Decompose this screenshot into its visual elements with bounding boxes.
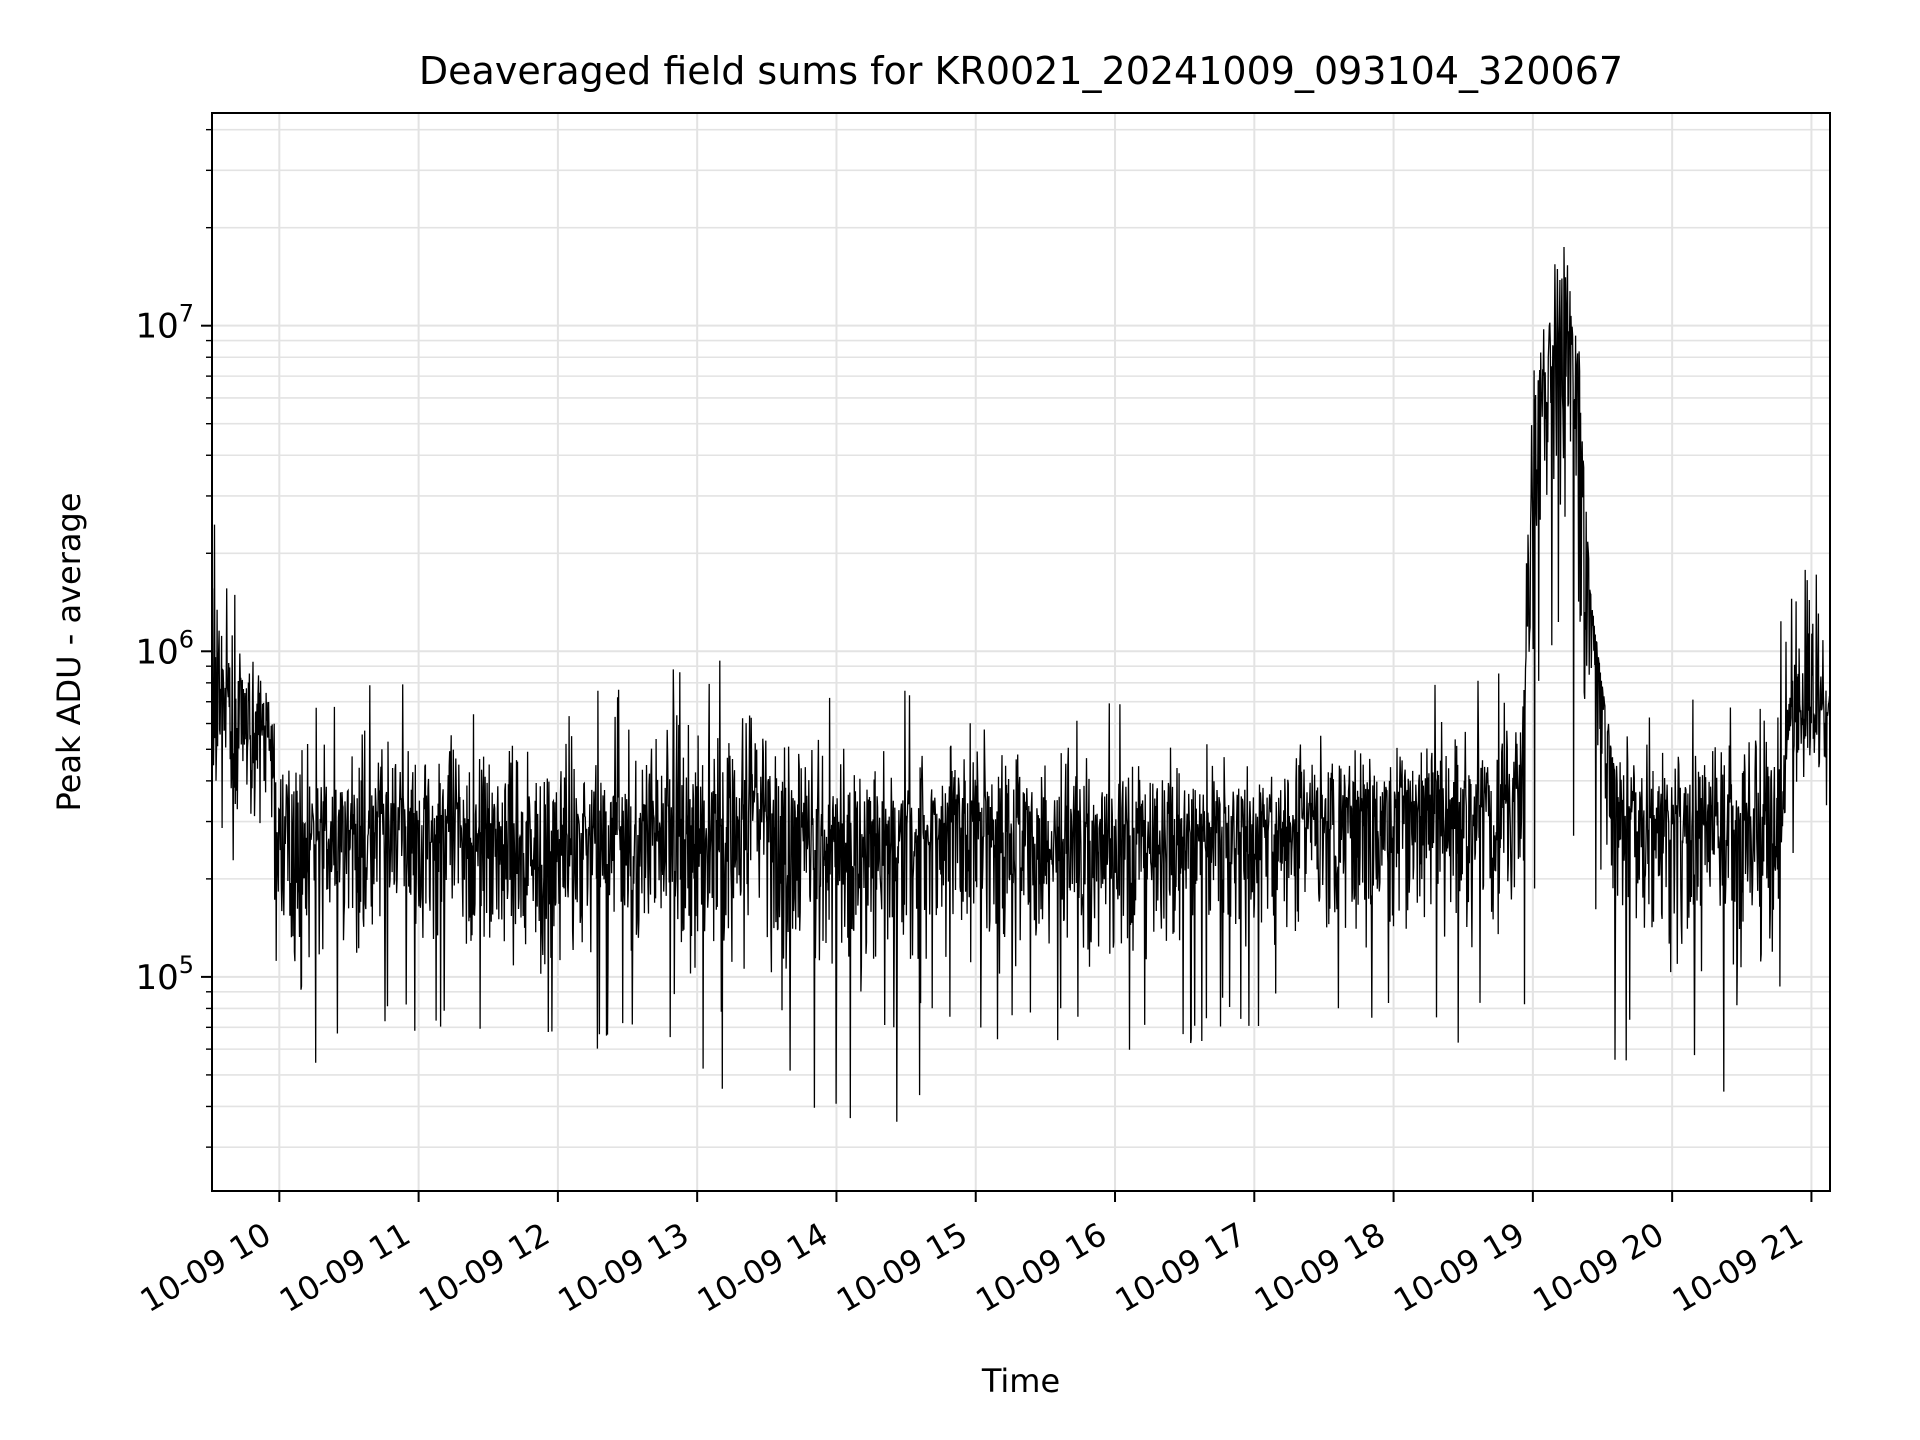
x-tick-label: 10-09 19: [1387, 1215, 1531, 1320]
y-axis-label: Peak ADU - average: [50, 493, 88, 812]
y-tick-label: 107: [135, 300, 194, 347]
x-tick-label: 10-09 11: [273, 1215, 417, 1320]
x-tick-label: 10-09 12: [412, 1215, 556, 1320]
data-line: [211, 246, 1831, 1122]
y-axis-ticks: 105 106 107: [135, 128, 212, 1148]
x-tick-label: 10-09 15: [830, 1215, 974, 1320]
y-tick-label: 106: [135, 625, 194, 672]
x-tick-label: 10-09 20: [1527, 1215, 1671, 1320]
x-tick-label: 10-09 17: [1109, 1215, 1253, 1320]
chart-title: Deaveraged field sums for KR0021_2024100…: [419, 49, 1623, 93]
data-series: [211, 246, 1831, 1122]
x-tick-label: 10-09 10: [134, 1215, 278, 1320]
x-tick-label: 10-09 18: [1248, 1215, 1392, 1320]
x-tick-label: 10-09 16: [969, 1215, 1113, 1320]
x-tick-label: 10-09 14: [691, 1215, 835, 1320]
y-tick-label: 105: [135, 951, 194, 998]
x-axis-label: Time: [981, 1362, 1060, 1400]
x-tick-label: 10-09 13: [552, 1215, 696, 1320]
x-tick-label: 10-09 21: [1666, 1215, 1810, 1320]
